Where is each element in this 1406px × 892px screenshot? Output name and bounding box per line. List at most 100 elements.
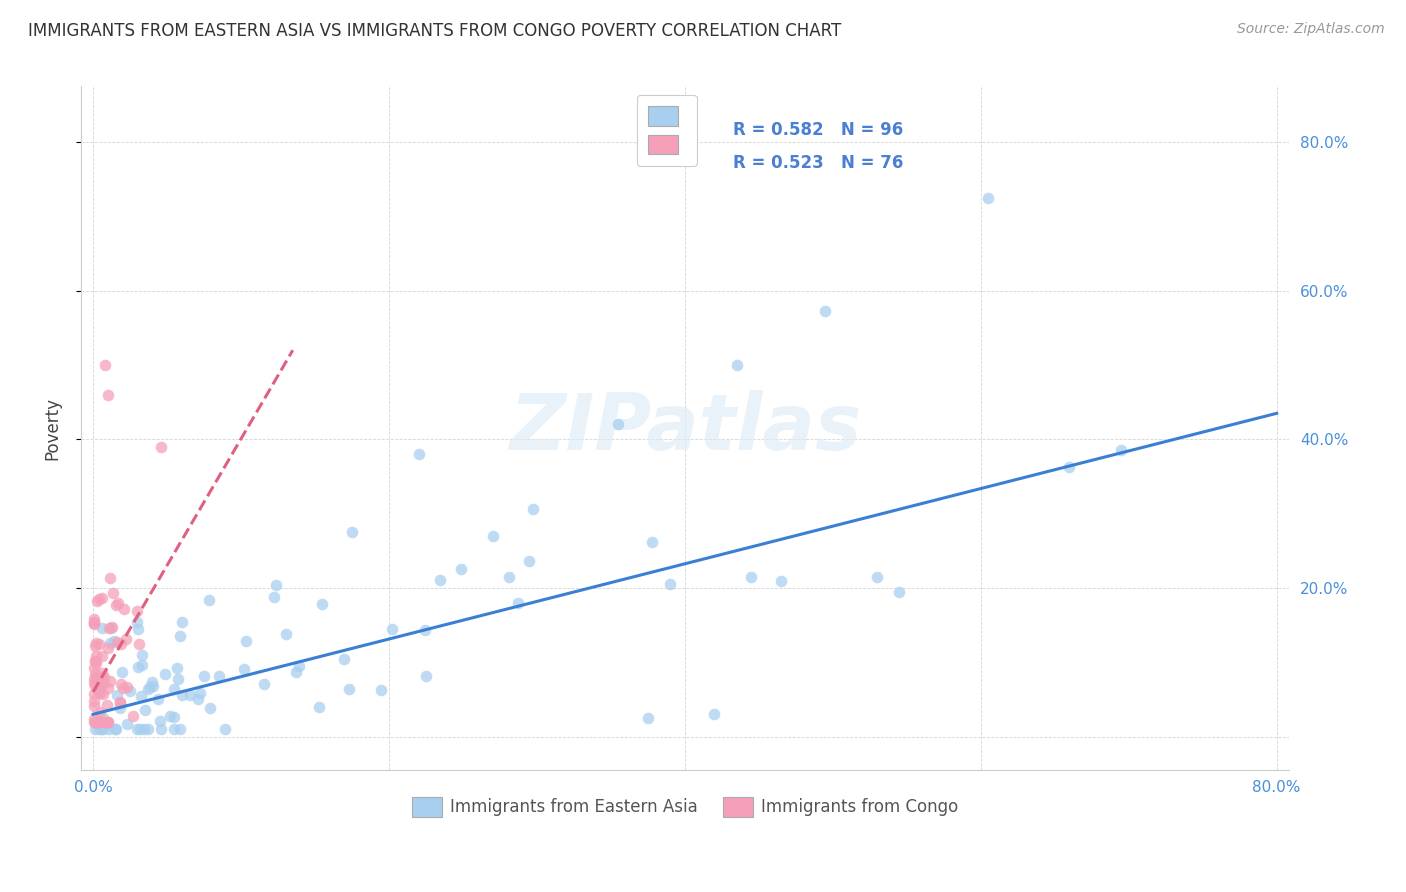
Point (640, 534, 662, 549)
Point (101, 620, 124, 634)
Point (89, 676, 111, 690)
Point (112, 602, 135, 616)
Point (188, 686, 211, 700)
Point (127, 622, 149, 636)
Text: ZIPatlas: ZIPatlas (509, 390, 860, 467)
Point (84, 714, 107, 729)
Point (308, 700, 330, 714)
Point (408, 447, 430, 461)
Point (90, 722, 112, 736)
Point (87, 636, 110, 650)
Point (97, 714, 120, 729)
Point (83, 712, 105, 726)
Point (129, 689, 152, 703)
Point (115, 717, 138, 731)
Point (84, 639, 107, 653)
Point (522, 501, 544, 516)
Point (91, 710, 114, 724)
Point (96, 681, 118, 695)
Point (83, 615, 105, 630)
Point (98, 674, 121, 689)
Point (108, 696, 131, 710)
Text: R = 0.582   N = 96: R = 0.582 N = 96 (734, 120, 904, 138)
Point (84, 666, 107, 681)
Point (97, 640, 120, 655)
Point (96, 714, 118, 729)
Point (87, 681, 110, 695)
Point (84, 670, 107, 684)
Point (197, 593, 219, 607)
Point (115, 681, 138, 695)
Point (1111, 443, 1133, 458)
Point (105, 635, 128, 649)
Point (179, 688, 201, 702)
Point (97, 388, 120, 402)
Legend: Immigrants from Eastern Asia, Immigrants from Congo: Immigrants from Eastern Asia, Immigrants… (405, 790, 965, 823)
Point (1057, 460, 1080, 475)
Point (169, 630, 191, 644)
Point (235, 634, 257, 648)
Point (333, 652, 356, 666)
Point (91, 722, 114, 736)
Point (97, 714, 120, 729)
Point (89, 705, 111, 719)
Point (83, 661, 105, 675)
Point (118, 684, 141, 698)
Point (131, 657, 153, 672)
Point (89, 714, 111, 729)
Point (97, 722, 120, 736)
Point (770, 574, 793, 588)
Point (83, 714, 105, 729)
Point (90, 678, 112, 692)
Point (285, 665, 308, 680)
Point (93, 670, 115, 684)
Point (86, 672, 108, 686)
Point (125, 615, 148, 629)
Point (89, 592, 111, 607)
Point (110, 701, 132, 715)
Point (96, 698, 118, 712)
Point (163, 722, 186, 736)
Point (105, 722, 128, 736)
Point (725, 358, 748, 372)
Point (276, 627, 298, 641)
Point (506, 596, 529, 610)
Point (142, 679, 165, 693)
Point (172, 689, 194, 703)
Point (232, 662, 254, 676)
Point (607, 417, 630, 432)
Point (163, 710, 186, 724)
Point (131, 648, 153, 662)
Point (84, 654, 107, 668)
Text: IMMIGRANTS FROM EASTERN ASIA VS IMMIGRANTS FROM CONGO POVERTY CORRELATION CHART: IMMIGRANTS FROM EASTERN ASIA VS IMMIGRAN… (28, 22, 841, 40)
Point (86, 714, 108, 729)
Point (127, 605, 149, 619)
Point (166, 672, 188, 686)
Point (100, 621, 122, 635)
Point (263, 591, 285, 605)
Point (87, 679, 110, 693)
Point (90, 721, 112, 735)
Point (166, 661, 188, 675)
Point (159, 708, 181, 723)
Point (83, 699, 105, 714)
Point (149, 722, 172, 736)
Point (84, 656, 107, 670)
Point (128, 637, 150, 651)
Point (83, 617, 105, 632)
Point (103, 585, 125, 599)
Point (149, 714, 172, 728)
Point (87, 684, 110, 698)
Point (84, 679, 107, 693)
Point (481, 529, 503, 543)
Point (111, 665, 134, 680)
Point (138, 682, 160, 697)
Point (110, 637, 132, 651)
Point (110, 676, 132, 690)
Point (91, 677, 114, 691)
Point (977, 191, 1000, 205)
Point (517, 554, 540, 568)
Point (252, 677, 274, 691)
Point (127, 660, 149, 674)
Point (370, 683, 392, 698)
